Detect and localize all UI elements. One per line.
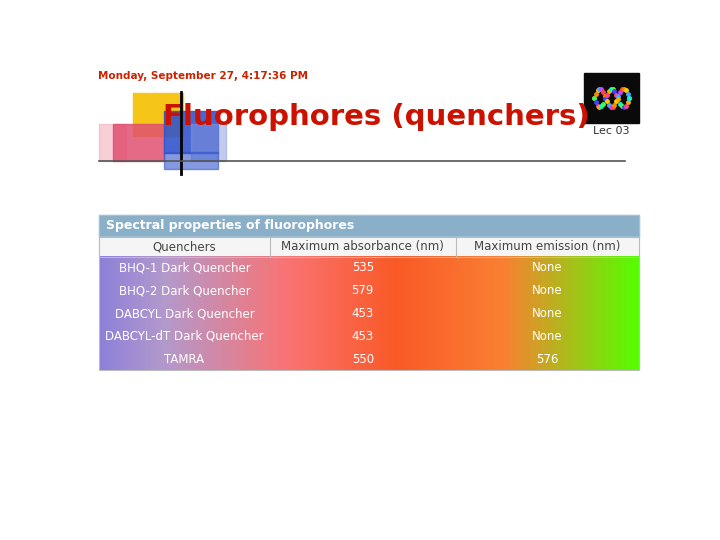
Text: TAMRA: TAMRA bbox=[164, 353, 204, 366]
Text: Maximum emission (nm): Maximum emission (nm) bbox=[474, 240, 621, 253]
Text: 453: 453 bbox=[351, 307, 374, 320]
Text: Monday, September 27, 4:17:36 PM: Monday, September 27, 4:17:36 PM bbox=[98, 71, 307, 81]
Text: DABCYL-dT Dark Quencher: DABCYL-dT Dark Quencher bbox=[105, 330, 264, 343]
Text: Maximum absorbance (nm): Maximum absorbance (nm) bbox=[282, 240, 444, 253]
Text: 550: 550 bbox=[352, 353, 374, 366]
Bar bbox=[163, 152, 218, 168]
Text: Fluorophores (quenchers): Fluorophores (quenchers) bbox=[163, 103, 590, 131]
Text: Quenchers: Quenchers bbox=[153, 240, 217, 253]
Text: 579: 579 bbox=[351, 284, 374, 297]
Text: Lec 03: Lec 03 bbox=[593, 126, 630, 137]
Bar bbox=[99, 215, 639, 237]
Text: 576: 576 bbox=[536, 353, 559, 366]
Text: BHQ-1 Dark Quencher: BHQ-1 Dark Quencher bbox=[119, 261, 251, 274]
Text: Spectral properties of fluorophores: Spectral properties of fluorophores bbox=[106, 219, 354, 232]
Text: None: None bbox=[532, 284, 562, 297]
Bar bbox=[163, 111, 218, 153]
Text: None: None bbox=[532, 330, 562, 343]
Text: None: None bbox=[532, 307, 562, 320]
Bar bbox=[585, 72, 639, 123]
Bar bbox=[191, 124, 225, 161]
Bar bbox=[99, 237, 639, 256]
Text: DABCYL Dark Quencher: DABCYL Dark Quencher bbox=[114, 307, 254, 320]
Bar bbox=[99, 215, 639, 370]
Text: 535: 535 bbox=[352, 261, 374, 274]
Text: 453: 453 bbox=[351, 330, 374, 343]
Bar bbox=[99, 124, 127, 161]
Bar bbox=[113, 124, 163, 161]
Text: None: None bbox=[532, 261, 562, 274]
Text: BHQ-2 Dark Quencher: BHQ-2 Dark Quencher bbox=[119, 284, 251, 297]
Bar bbox=[132, 93, 183, 136]
